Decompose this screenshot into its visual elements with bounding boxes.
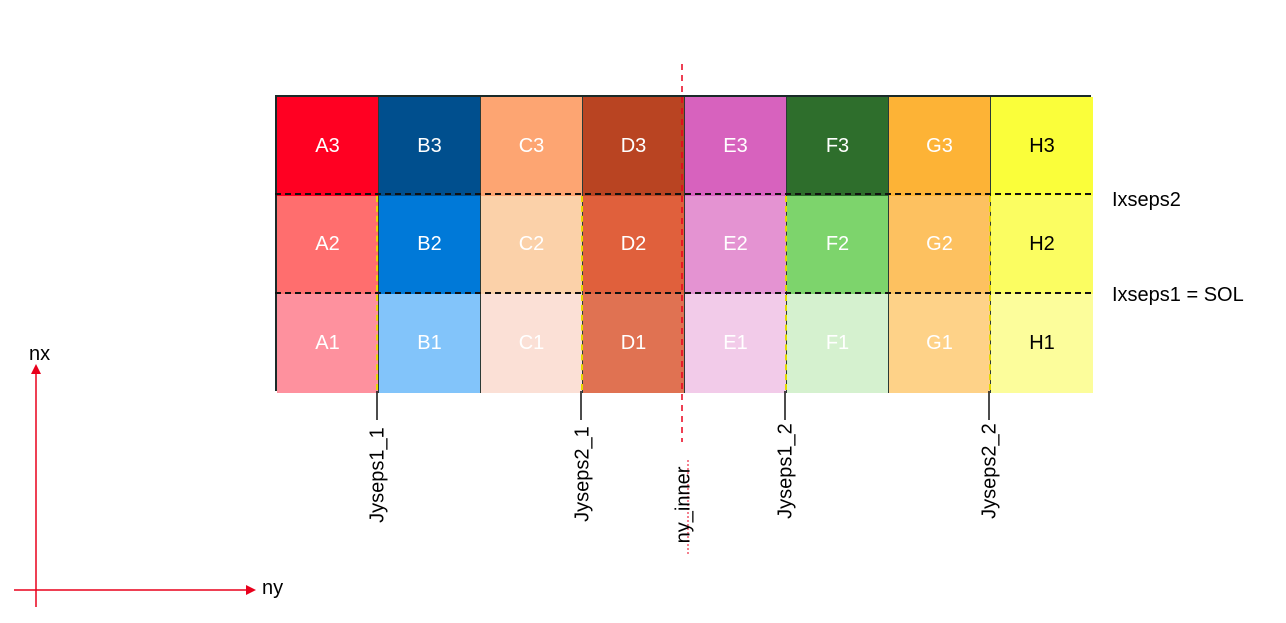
cell-g2: G2 [889, 195, 991, 295]
cell-h1: H1 [991, 294, 1093, 393]
cell-e1: E1 [685, 294, 787, 393]
cell-f2: F2 [787, 195, 889, 295]
jyseps1_2-label: Jyseps1_2 [774, 423, 797, 519]
cell-c1: C1 [481, 294, 583, 393]
nx-arrowhead [31, 364, 41, 374]
ny-inner-label: ny_inner [672, 466, 695, 544]
ixseps1-label: Ixseps1 = SOL [1112, 284, 1244, 306]
cell-b2: B2 [379, 195, 481, 295]
jyseps2_1-label: Jyseps2_1 [571, 426, 594, 522]
cell-g3: G3 [889, 97, 991, 196]
ixseps1-line [275, 292, 1091, 294]
cell-f3: F3 [787, 97, 889, 196]
cell-a1: A1 [277, 294, 379, 393]
ny-axis-label: ny [262, 577, 284, 599]
ixseps2-label: Ixseps2 [1112, 189, 1181, 211]
jyseps2_1-line [581, 196, 583, 390]
cell-g1: G1 [889, 294, 991, 393]
cell-d3: D3 [583, 97, 685, 196]
nx-axis-label: nx [29, 343, 51, 365]
jyseps1_2-line [785, 196, 787, 390]
jyseps1_1-label: Jyseps1_1 [366, 427, 389, 523]
cell-h3: H3 [991, 97, 1093, 196]
cell-f1: F1 [787, 294, 889, 393]
ny-arrowhead [246, 585, 256, 595]
cell-a2: A2 [277, 195, 379, 295]
cell-h2: H2 [991, 195, 1093, 295]
jyseps1_1-line [376, 196, 378, 390]
cell-e3: E3 [685, 97, 787, 196]
jyseps2_2-label: Jyseps2_2 [978, 423, 1001, 519]
cell-b1: B1 [379, 294, 481, 393]
cell-d1: D1 [583, 294, 685, 393]
cell-d2: D2 [583, 195, 685, 295]
cell-c2: C2 [481, 195, 583, 295]
jyseps2_2-line [989, 196, 991, 390]
domain-grid: A3 B3 C3 D3 E3 F3 G3 H3 A2 B2 C2 D2 E2 F2 G2 H2 A1 B1 C1 D1… [275, 95, 1093, 393]
cell-a3: A3 [277, 97, 379, 196]
cell-b3: B3 [379, 97, 481, 196]
cell-c3: C3 [481, 97, 583, 196]
ixseps2-line [275, 193, 1091, 195]
